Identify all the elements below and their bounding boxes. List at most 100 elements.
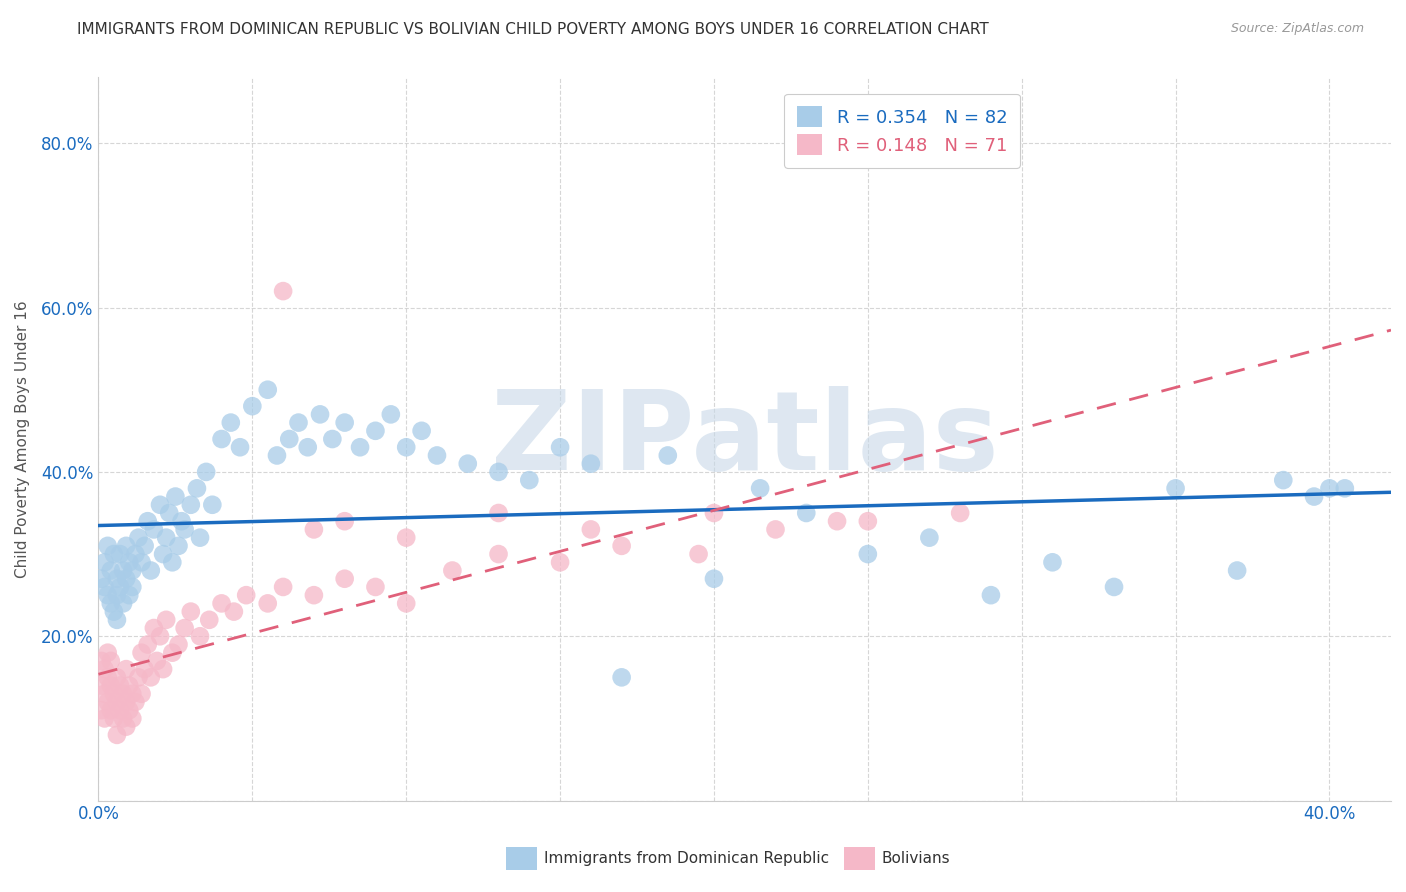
Point (165, 490, 187, 504)
Text: IMMIGRANTS FROM DOMINICAN REPUBLIC VS BOLIVIAN CHILD POVERTY AMONG BOYS UNDER 16: IMMIGRANTS FROM DOMINICAN REPUBLIC VS BO… (77, 22, 988, 37)
Point (256, 383, 278, 397)
Point (100, 654, 122, 668)
Point (211, 596, 233, 610)
Point (302, 523, 325, 537)
Point (90, 572, 112, 586)
Point (93, 580, 115, 594)
Point (195, 465, 218, 479)
Point (949, 506, 972, 520)
Point (688, 547, 710, 561)
Point (579, 457, 602, 471)
Point (108, 679, 131, 693)
Point (321, 432, 343, 446)
Point (100, 564, 122, 578)
Point (333, 572, 356, 586)
Point (266, 449, 288, 463)
Point (131, 555, 153, 569)
Point (610, 539, 633, 553)
Point (93, 687, 115, 701)
Point (188, 629, 211, 643)
Point (157, 506, 180, 520)
Point (105, 588, 128, 602)
Text: Source: ZipAtlas.com: Source: ZipAtlas.com (1230, 22, 1364, 36)
Point (134, 539, 156, 553)
Point (118, 588, 141, 602)
Point (488, 547, 510, 561)
Point (1333, 481, 1355, 495)
Point (127, 531, 149, 545)
Text: Immigrants from Dominican Republic: Immigrants from Dominican Republic (544, 852, 830, 866)
Point (105, 728, 128, 742)
Point (364, 580, 387, 594)
Point (856, 547, 879, 561)
Point (240, 399, 263, 413)
Point (103, 711, 125, 725)
Text: Bolivians: Bolivians (882, 852, 950, 866)
Point (149, 629, 172, 643)
Point (333, 416, 356, 430)
Point (180, 498, 202, 512)
Point (1226, 564, 1249, 578)
Point (703, 572, 725, 586)
Point (155, 613, 177, 627)
Point (749, 481, 772, 495)
Point (100, 679, 122, 693)
Point (364, 424, 387, 438)
Point (309, 408, 332, 422)
Point (278, 432, 301, 446)
Point (131, 646, 153, 660)
Point (610, 670, 633, 684)
Point (441, 564, 464, 578)
Point (93, 711, 115, 725)
Point (488, 506, 510, 520)
Point (105, 670, 128, 684)
Point (271, 284, 294, 298)
Point (97, 646, 120, 660)
Point (918, 531, 941, 545)
Point (211, 432, 233, 446)
Point (103, 687, 125, 701)
Point (136, 514, 159, 528)
Point (765, 523, 787, 537)
Point (395, 596, 418, 610)
Point (173, 621, 195, 635)
Point (1042, 555, 1064, 569)
Point (271, 580, 294, 594)
Point (167, 539, 190, 553)
Point (124, 695, 146, 709)
Point (142, 621, 165, 635)
Point (426, 449, 449, 463)
Point (256, 596, 278, 610)
Point (121, 580, 143, 594)
Point (108, 703, 131, 717)
Point (198, 613, 221, 627)
Point (180, 605, 202, 619)
Point (287, 416, 309, 430)
Point (121, 687, 143, 701)
Point (517, 473, 540, 487)
Point (136, 638, 159, 652)
Point (121, 564, 143, 578)
Point (856, 514, 879, 528)
Point (395, 531, 418, 545)
Point (108, 547, 131, 561)
Point (118, 703, 141, 717)
Point (235, 588, 257, 602)
Point (115, 720, 138, 734)
Point (97, 670, 120, 684)
Y-axis label: Child Poverty Among Boys Under 16: Child Poverty Among Boys Under 16 (15, 301, 30, 578)
Point (118, 555, 141, 569)
Point (411, 424, 433, 438)
Point (149, 498, 172, 512)
Point (146, 654, 169, 668)
Point (139, 564, 162, 578)
Point (1102, 580, 1125, 594)
Point (333, 514, 356, 528)
Point (112, 564, 135, 578)
Point (457, 457, 479, 471)
Point (219, 416, 242, 430)
Point (152, 547, 174, 561)
Point (90, 654, 112, 668)
Point (155, 531, 177, 545)
Point (703, 506, 725, 520)
